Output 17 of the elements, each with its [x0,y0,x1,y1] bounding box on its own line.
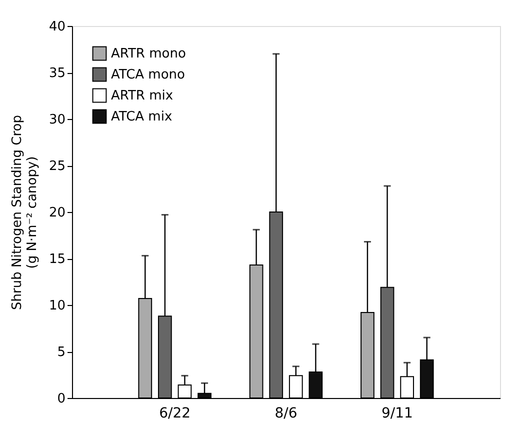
legend-label: ATCA mix [111,110,172,124]
y-tick-label: 10 [48,298,66,314]
legend-label: ATCA mono [111,68,186,82]
x-tick-label: 8/6 [274,406,298,422]
y-tick-label: 25 [48,159,66,174]
legend-label: ARTR mix [111,88,174,104]
y-tick-label: 15 [48,252,66,267]
legend-label: ARTR mono [111,46,186,62]
y-tick-label: 40 [48,20,66,34]
x-tick-label: 9/11 [381,406,413,422]
y-tick-label: 5 [57,345,66,360]
x-tick-label: 6/22 [159,406,191,422]
y-tick-label: 20 [48,206,66,220]
y-tick-label: 30 [48,112,66,128]
y-tick-label: 0 [57,392,66,406]
y-axis-title: Shrub Nitrogen Standing Crop (g N·m⁻² canopy) [10,115,40,310]
y-tick-label: 35 [48,66,66,81]
